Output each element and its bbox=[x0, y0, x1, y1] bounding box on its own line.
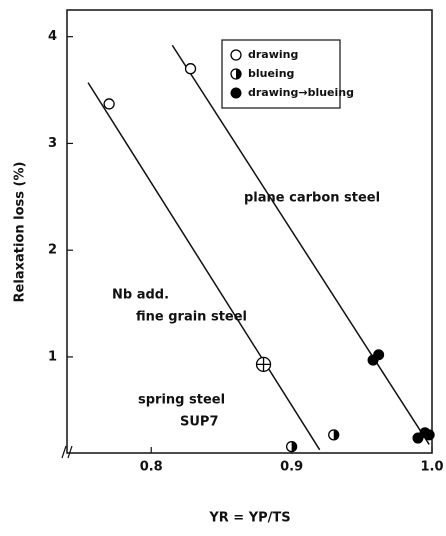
annotation: fine grain steel bbox=[136, 310, 247, 325]
annotation: plane carbon steel bbox=[244, 191, 380, 206]
y-tick-label: 3 bbox=[48, 136, 57, 151]
legend-label: drawing→blueing bbox=[248, 86, 354, 99]
legend-box bbox=[221, 39, 341, 109]
marker-half bbox=[333, 429, 339, 440]
point bbox=[103, 98, 115, 110]
x-tick-label: 0.8 bbox=[140, 460, 163, 475]
trend-line bbox=[87, 82, 321, 451]
x-axis-label: YR = YP/TS bbox=[208, 511, 290, 526]
point bbox=[423, 429, 435, 441]
point bbox=[255, 356, 272, 373]
legend-label: blueing bbox=[248, 67, 294, 80]
axis-break bbox=[61, 445, 73, 459]
annotation: Nb add. bbox=[112, 288, 169, 303]
trend-line bbox=[171, 44, 430, 445]
legend-label: drawing bbox=[248, 48, 298, 61]
point bbox=[230, 68, 242, 80]
marker-half bbox=[236, 69, 241, 79]
y-tick-label: 2 bbox=[48, 243, 57, 258]
x-tick-label: 1.0 bbox=[420, 460, 443, 475]
point bbox=[285, 440, 298, 453]
point bbox=[230, 49, 242, 61]
marker bbox=[373, 349, 385, 361]
plot-frame bbox=[66, 9, 433, 454]
marker bbox=[103, 98, 115, 110]
y-axis-label: Relaxation loss (%) bbox=[13, 162, 28, 303]
marker-cross bbox=[256, 357, 271, 372]
marker bbox=[423, 429, 435, 441]
point bbox=[184, 63, 197, 75]
y-tick-label: 1 bbox=[48, 349, 57, 364]
x-tick-label: 0.9 bbox=[280, 460, 303, 475]
marker-half bbox=[291, 441, 297, 452]
marker bbox=[184, 63, 197, 75]
point bbox=[230, 87, 242, 99]
marker bbox=[230, 49, 242, 61]
annotation: spring steel bbox=[138, 393, 225, 408]
point bbox=[328, 429, 340, 441]
annotation: SUP7 bbox=[180, 415, 219, 430]
y-tick-label: 4 bbox=[48, 29, 57, 44]
marker bbox=[230, 87, 242, 99]
point bbox=[373, 349, 385, 361]
